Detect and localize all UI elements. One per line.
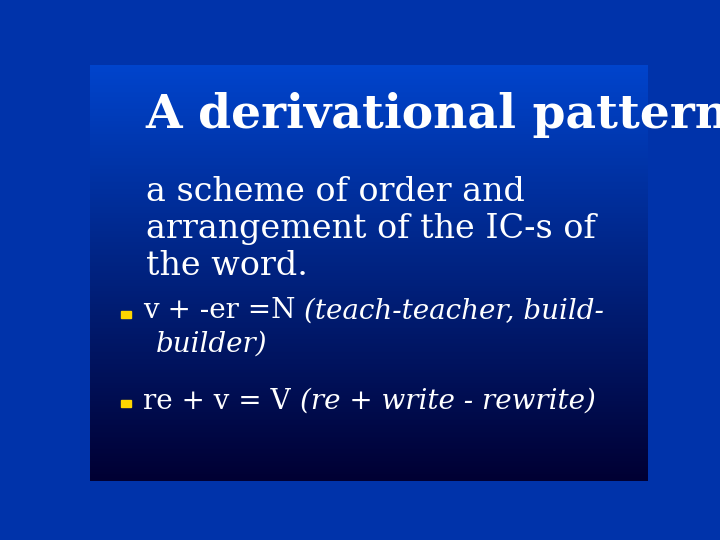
Text: re + v = V: re + v = V: [143, 388, 300, 415]
Text: (teach-teacher, build-: (teach-teacher, build-: [305, 298, 604, 325]
FancyBboxPatch shape: [121, 310, 131, 318]
Text: A derivational pattern:: A derivational pattern:: [145, 92, 720, 138]
Text: a scheme of order and: a scheme of order and: [145, 176, 525, 207]
Text: v + -er =N: v + -er =N: [143, 298, 305, 325]
Text: the word.: the word.: [145, 251, 307, 282]
Text: arrangement of the IC-s of: arrangement of the IC-s of: [145, 213, 595, 245]
Text: builder): builder): [156, 330, 267, 357]
FancyBboxPatch shape: [121, 400, 131, 407]
Text: (re + write - rewrite): (re + write - rewrite): [300, 388, 595, 415]
